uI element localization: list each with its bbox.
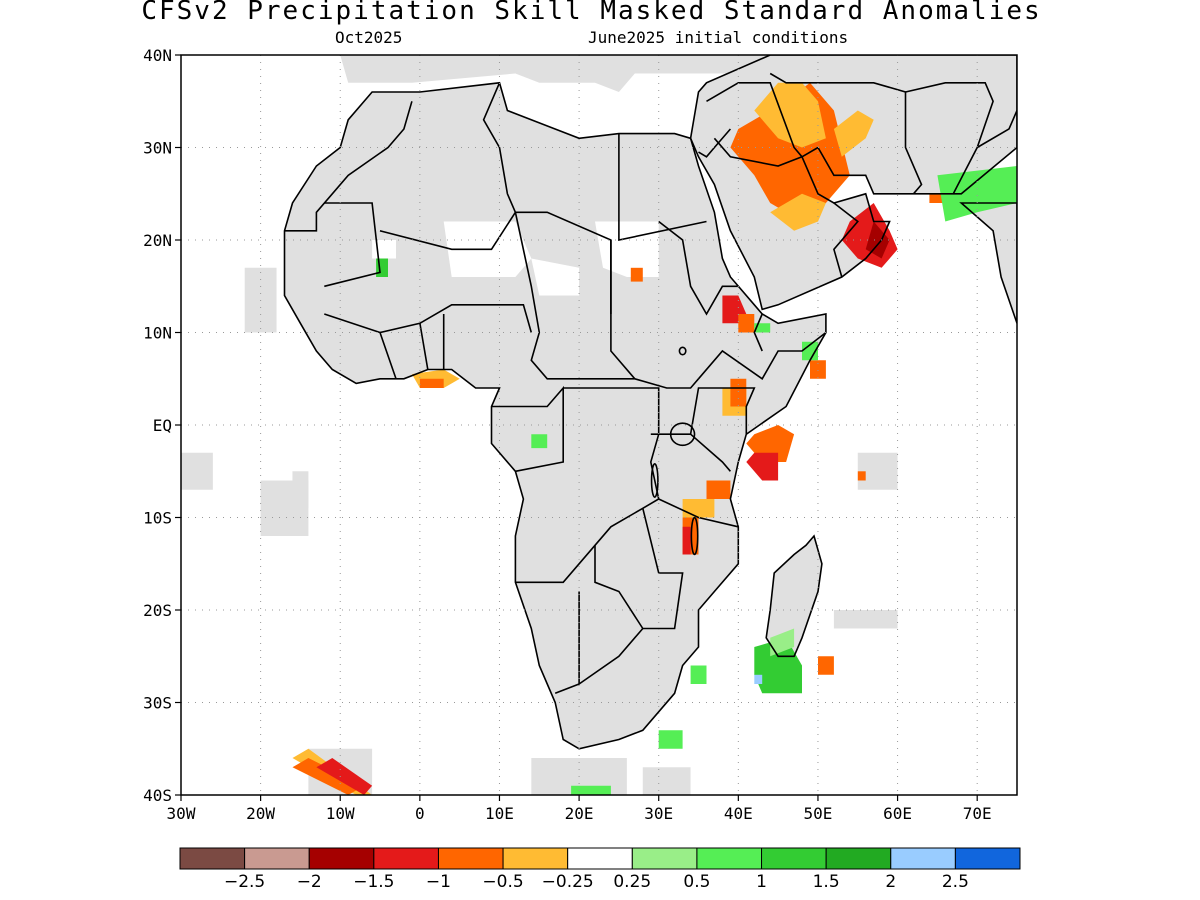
- anomaly-malawi-red: [682, 526, 691, 555]
- colorbar-swatch: [502, 847, 569, 870]
- anomaly-congo-green: [531, 434, 548, 449]
- lon-label: 30W: [167, 804, 196, 823]
- lon-label: 40E: [724, 804, 753, 823]
- lat-label: 40S: [143, 786, 172, 805]
- anomaly-tanzania-orange: [706, 480, 731, 499]
- anomaly-mozambique-green: [690, 665, 707, 684]
- colorbar-label: 1: [756, 872, 767, 892]
- lon-label: 20E: [565, 804, 594, 823]
- forecast-month: Oct2025: [335, 28, 403, 47]
- anomaly-cape-green: [571, 785, 611, 795]
- lat-label: 20N: [143, 231, 172, 250]
- lat-label: 20S: [143, 601, 172, 620]
- colorbar-label: −0.25: [541, 872, 594, 892]
- anomaly-ethiopia-green: [754, 323, 771, 333]
- anomaly-tanzania-light: [682, 499, 715, 518]
- colorbar-swatch: [890, 847, 956, 870]
- colorbar-label: 0.25: [613, 872, 652, 892]
- colorbar-swatch: [631, 847, 698, 870]
- anomaly-arabia-north-light: [754, 82, 826, 148]
- lon-label: 70E: [963, 804, 992, 823]
- anomaly-indian-ocean-orange: [857, 471, 866, 481]
- colorbar-swatch: [761, 847, 827, 870]
- lat-label: 40N: [143, 46, 172, 65]
- anomaly-somalia-red: [746, 452, 779, 481]
- colorbar-swatch: [437, 847, 504, 870]
- colorbar-swatch: [179, 847, 246, 870]
- colorbar-swatch: [244, 847, 310, 870]
- colorbar-label: 0.5: [683, 872, 711, 892]
- colorbar-label: 1.5: [812, 872, 840, 892]
- colorbar-swatch: [696, 847, 763, 870]
- colorbar-swatch: [567, 847, 633, 870]
- anomaly-gulf-guinea-orange: [419, 378, 444, 388]
- lat-label: 30S: [143, 694, 172, 713]
- colorbar-label: 2.5: [941, 872, 969, 892]
- colorbar-label: 2: [885, 872, 897, 892]
- lon-label: 50E: [803, 804, 832, 823]
- lon-label: 60E: [883, 804, 912, 823]
- anomaly-layer: [292, 82, 1017, 795]
- coastline-layer: [283, 55, 1017, 750]
- anomaly-kenya-orange: [730, 378, 747, 407]
- anomaly-madagascar-orange: [818, 656, 834, 675]
- colorbar-label: −2.5: [223, 872, 266, 892]
- lon-label: 30E: [644, 804, 673, 823]
- colorbar-labels: −2.5 −2 −1.5 −1 −0.5 −0.25 0.25 0.5 1 1.5 2 2.5: [0, 872, 1200, 896]
- anomaly-southatlantic-orange: [292, 758, 365, 795]
- anomaly-iran-light: [833, 110, 874, 157]
- colorbar-label: −2: [296, 872, 322, 892]
- anomaly-ethiopia-orange: [738, 314, 755, 333]
- colorbar-swatch: [373, 847, 439, 870]
- colorbar-label: −1.5: [353, 872, 395, 892]
- anomaly-arabia-south-light: [770, 193, 826, 231]
- colorbar: [179, 847, 1021, 870]
- anomaly-india-green: [937, 166, 1017, 222]
- initial-conditions: June2025 initial conditions: [588, 28, 849, 47]
- chart-title: CFSv2 Precipitation Skill Masked Standar…: [141, 0, 1042, 26]
- anomaly-southafrica-green: [658, 730, 683, 749]
- lon-label: 0: [415, 804, 425, 823]
- lat-label: 10S: [143, 509, 172, 528]
- anomaly-chad-orange: [630, 267, 643, 282]
- anomaly-somalia-east: [810, 360, 826, 379]
- colorbar-swatch: [825, 847, 892, 870]
- colorbar-label: −0.5: [482, 872, 524, 892]
- grid-lines: [181, 55, 1017, 795]
- colorbar-swatch: [308, 847, 375, 870]
- lon-label: 10E: [485, 804, 514, 823]
- anomaly-mali-green: [376, 258, 388, 277]
- anomaly-southatlantic-red: [316, 758, 373, 795]
- anomaly-oman-core: [865, 221, 890, 259]
- anomaly-somalia-orange: [746, 425, 795, 462]
- anomaly-madagascar-lightgreen: [770, 628, 795, 657]
- anomaly-somalia-green: [802, 341, 818, 361]
- colorbar-label: −1: [425, 872, 451, 892]
- lon-label: 10W: [326, 804, 355, 823]
- lat-label: 30N: [143, 139, 172, 158]
- anomaly-madagascar-blue: [754, 674, 763, 684]
- colorbar-swatch: [954, 847, 1021, 870]
- anomaly-madagascar-green: [754, 637, 802, 694]
- lat-label: 10N: [143, 324, 172, 343]
- lat-label: EQ: [153, 416, 172, 435]
- lon-label: 20W: [246, 804, 275, 823]
